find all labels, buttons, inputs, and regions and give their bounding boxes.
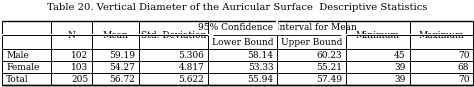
Text: Female: Female [6, 63, 39, 72]
Text: Table 20. Vertical Diameter of the Auricular Surface  Descriptive Statistics: Table 20. Vertical Diameter of the Auric… [47, 3, 427, 12]
Text: 45: 45 [394, 51, 406, 60]
Text: N: N [68, 31, 75, 40]
Text: 103: 103 [72, 63, 89, 72]
Text: 95% Confidence Interval for Mean: 95% Confidence Interval for Mean [198, 23, 356, 32]
Text: 68: 68 [458, 63, 469, 72]
Text: Male: Male [6, 51, 29, 60]
Text: 70: 70 [458, 51, 469, 60]
Text: Maximum: Maximum [419, 31, 464, 40]
Text: 55.21: 55.21 [316, 63, 342, 72]
Text: 56.72: 56.72 [109, 75, 136, 84]
Text: 54.27: 54.27 [109, 63, 136, 72]
Text: Minimum: Minimum [356, 31, 400, 40]
Text: 57.49: 57.49 [316, 75, 342, 84]
Text: 5.306: 5.306 [179, 51, 204, 60]
Text: Total: Total [6, 75, 29, 84]
Text: Mean: Mean [103, 31, 129, 40]
Text: Std. Deviation: Std. Deviation [141, 31, 206, 40]
Text: 102: 102 [72, 51, 89, 60]
Text: 5.622: 5.622 [179, 75, 204, 84]
Text: 39: 39 [394, 75, 406, 84]
Text: 59.19: 59.19 [109, 51, 136, 60]
Text: 205: 205 [71, 75, 89, 84]
Text: 58.14: 58.14 [247, 51, 273, 60]
Text: 39: 39 [394, 63, 406, 72]
Text: 60.23: 60.23 [317, 51, 342, 60]
Text: 55.94: 55.94 [247, 75, 273, 84]
Text: Upper Bound: Upper Bound [281, 38, 342, 47]
Text: 4.817: 4.817 [179, 63, 204, 72]
Text: 70: 70 [458, 75, 469, 84]
Text: 53.33: 53.33 [248, 63, 273, 72]
Text: Lower Bound: Lower Bound [212, 38, 273, 47]
